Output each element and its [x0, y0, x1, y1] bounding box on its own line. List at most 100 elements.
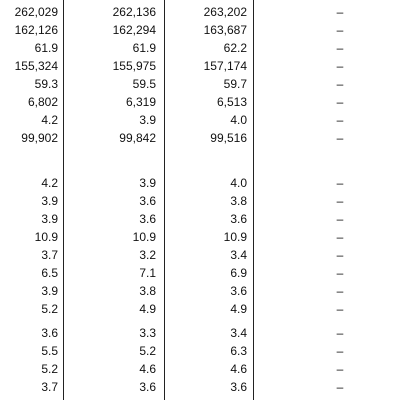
table-cell: 3.3	[139, 326, 156, 340]
table-cell: 3.9	[139, 113, 156, 127]
column-divider	[253, 0, 254, 400]
table-cell: 5.2	[41, 362, 58, 376]
table-row: 5.5 5.2 6.3 –	[0, 342, 400, 360]
table-cell: 10.9	[34, 230, 58, 244]
table-cell: –	[336, 5, 344, 19]
table-cell: 4.6	[139, 362, 156, 376]
table-cell: 59.7	[223, 77, 247, 91]
table-row: 4.2 3.9 4.0 –	[0, 111, 400, 129]
table-cell: 4.9	[230, 302, 247, 316]
table-cell: 4.2	[41, 113, 58, 127]
table-cell: 162,126	[14, 23, 58, 37]
table-cell: 99,516	[210, 131, 247, 145]
table-cell: 3.4	[230, 248, 247, 262]
table-cell: 3.2	[139, 248, 156, 262]
table-cell: –	[336, 113, 344, 127]
table-row: 61.9 61.9 62.2 –	[0, 39, 400, 57]
table-cell: –	[336, 248, 344, 262]
table-cell: 4.2	[41, 176, 58, 190]
table-cell: 3.9	[41, 212, 58, 226]
table-cell: 162,294	[112, 23, 156, 37]
table-cell: 157,174	[203, 59, 247, 73]
table-cell: –	[336, 95, 344, 109]
table-cell: –	[336, 176, 344, 190]
table-cell: 7.1	[139, 266, 156, 280]
table-cell: 5.2	[139, 344, 156, 358]
table-cell: –	[336, 326, 344, 340]
table-cell: –	[336, 380, 344, 394]
table-cell: 3.6	[41, 326, 58, 340]
table-cell: 3.6	[230, 284, 247, 298]
table-cell: 155,975	[112, 59, 156, 73]
table-cell: 3.6	[230, 380, 247, 394]
table-cell: –	[336, 302, 344, 316]
table-cell: –	[336, 362, 344, 376]
table-cell: 3.6	[139, 212, 156, 226]
table-row: 262,029 262,136 263,202 –	[0, 3, 400, 21]
table-row: 3.9 3.6 3.6 –	[0, 210, 400, 228]
table-cell: 3.9	[41, 284, 58, 298]
table-cell: 3.8	[139, 284, 156, 298]
table-row: 6,802 6,319 6,513 –	[0, 93, 400, 111]
table-cell: 3.6	[139, 380, 156, 394]
table-cell: –	[336, 131, 344, 145]
table-cell: –	[336, 230, 344, 244]
table-cell: 99,842	[119, 131, 156, 145]
table-cell: 61.9	[132, 41, 156, 55]
table-cell: 3.9	[139, 176, 156, 190]
table-row: 6.5 7.1 6.9 –	[0, 264, 400, 282]
table-cell: 262,136	[112, 5, 156, 19]
table-row: 59.3 59.5 59.7 –	[0, 75, 400, 93]
table-row: 155,324 155,975 157,174 –	[0, 57, 400, 75]
table-cell: 4.6	[230, 362, 247, 376]
table-cell: 4.0	[230, 176, 247, 190]
table-cell: 3.7	[41, 380, 58, 394]
table-row: 4.2 3.9 4.0 –	[0, 174, 400, 192]
table-cell: –	[336, 284, 344, 298]
table-cell: 3.9	[41, 194, 58, 208]
table-row: 3.7 3.6 3.6 –	[0, 378, 400, 396]
table-cell: –	[336, 344, 344, 358]
table-cell: 99,902	[21, 131, 58, 145]
table-cell: 6.5	[41, 266, 58, 280]
table-cell: 5.2	[41, 302, 58, 316]
table-cell: 263,202	[203, 5, 247, 19]
column-divider	[164, 0, 165, 400]
table-cell: 3.8	[230, 194, 247, 208]
table-cell: –	[336, 266, 344, 280]
table-cell: 61.9	[34, 41, 58, 55]
table-cell: –	[336, 77, 344, 91]
table-row: 99,902 99,842 99,516 –	[0, 129, 400, 147]
table-cell: 3.6	[230, 212, 247, 226]
table-cell: 6,802	[27, 95, 58, 109]
table-cell: 4.9	[139, 302, 156, 316]
table-row: 10.9 10.9 10.9 –	[0, 228, 400, 246]
table-cell: –	[336, 212, 344, 226]
table-cell: 3.7	[41, 248, 58, 262]
table-cell: –	[336, 41, 344, 55]
table-cell: 163,687	[203, 23, 247, 37]
table-cell: –	[336, 59, 344, 73]
table-cell: 3.6	[139, 194, 156, 208]
table-row: 162,126 162,294 163,687 –	[0, 21, 400, 39]
table-row: 5.2 4.9 4.9 –	[0, 300, 400, 318]
table-row: 3.9 3.8 3.6 –	[0, 282, 400, 300]
table-cell: –	[336, 23, 344, 37]
table-cell: 10.9	[223, 230, 247, 244]
column-divider	[63, 0, 64, 400]
table-cell: 59.3	[34, 77, 58, 91]
table-cell: 6,319	[125, 95, 156, 109]
table-cell: 62.2	[223, 41, 247, 55]
table-cell: 59.5	[132, 77, 156, 91]
table-cell: 5.5	[41, 344, 58, 358]
table-cell: 6.9	[230, 266, 247, 280]
table-cell: 155,324	[14, 59, 58, 73]
table-cell: 4.0	[230, 113, 247, 127]
table-cell: 6.3	[230, 344, 247, 358]
table-row: 3.6 3.3 3.4 –	[0, 324, 400, 342]
table-cell: –	[336, 194, 344, 208]
table-cell: 10.9	[132, 230, 156, 244]
table-row: 3.9 3.6 3.8 –	[0, 192, 400, 210]
table-cell: 262,029	[14, 5, 58, 19]
